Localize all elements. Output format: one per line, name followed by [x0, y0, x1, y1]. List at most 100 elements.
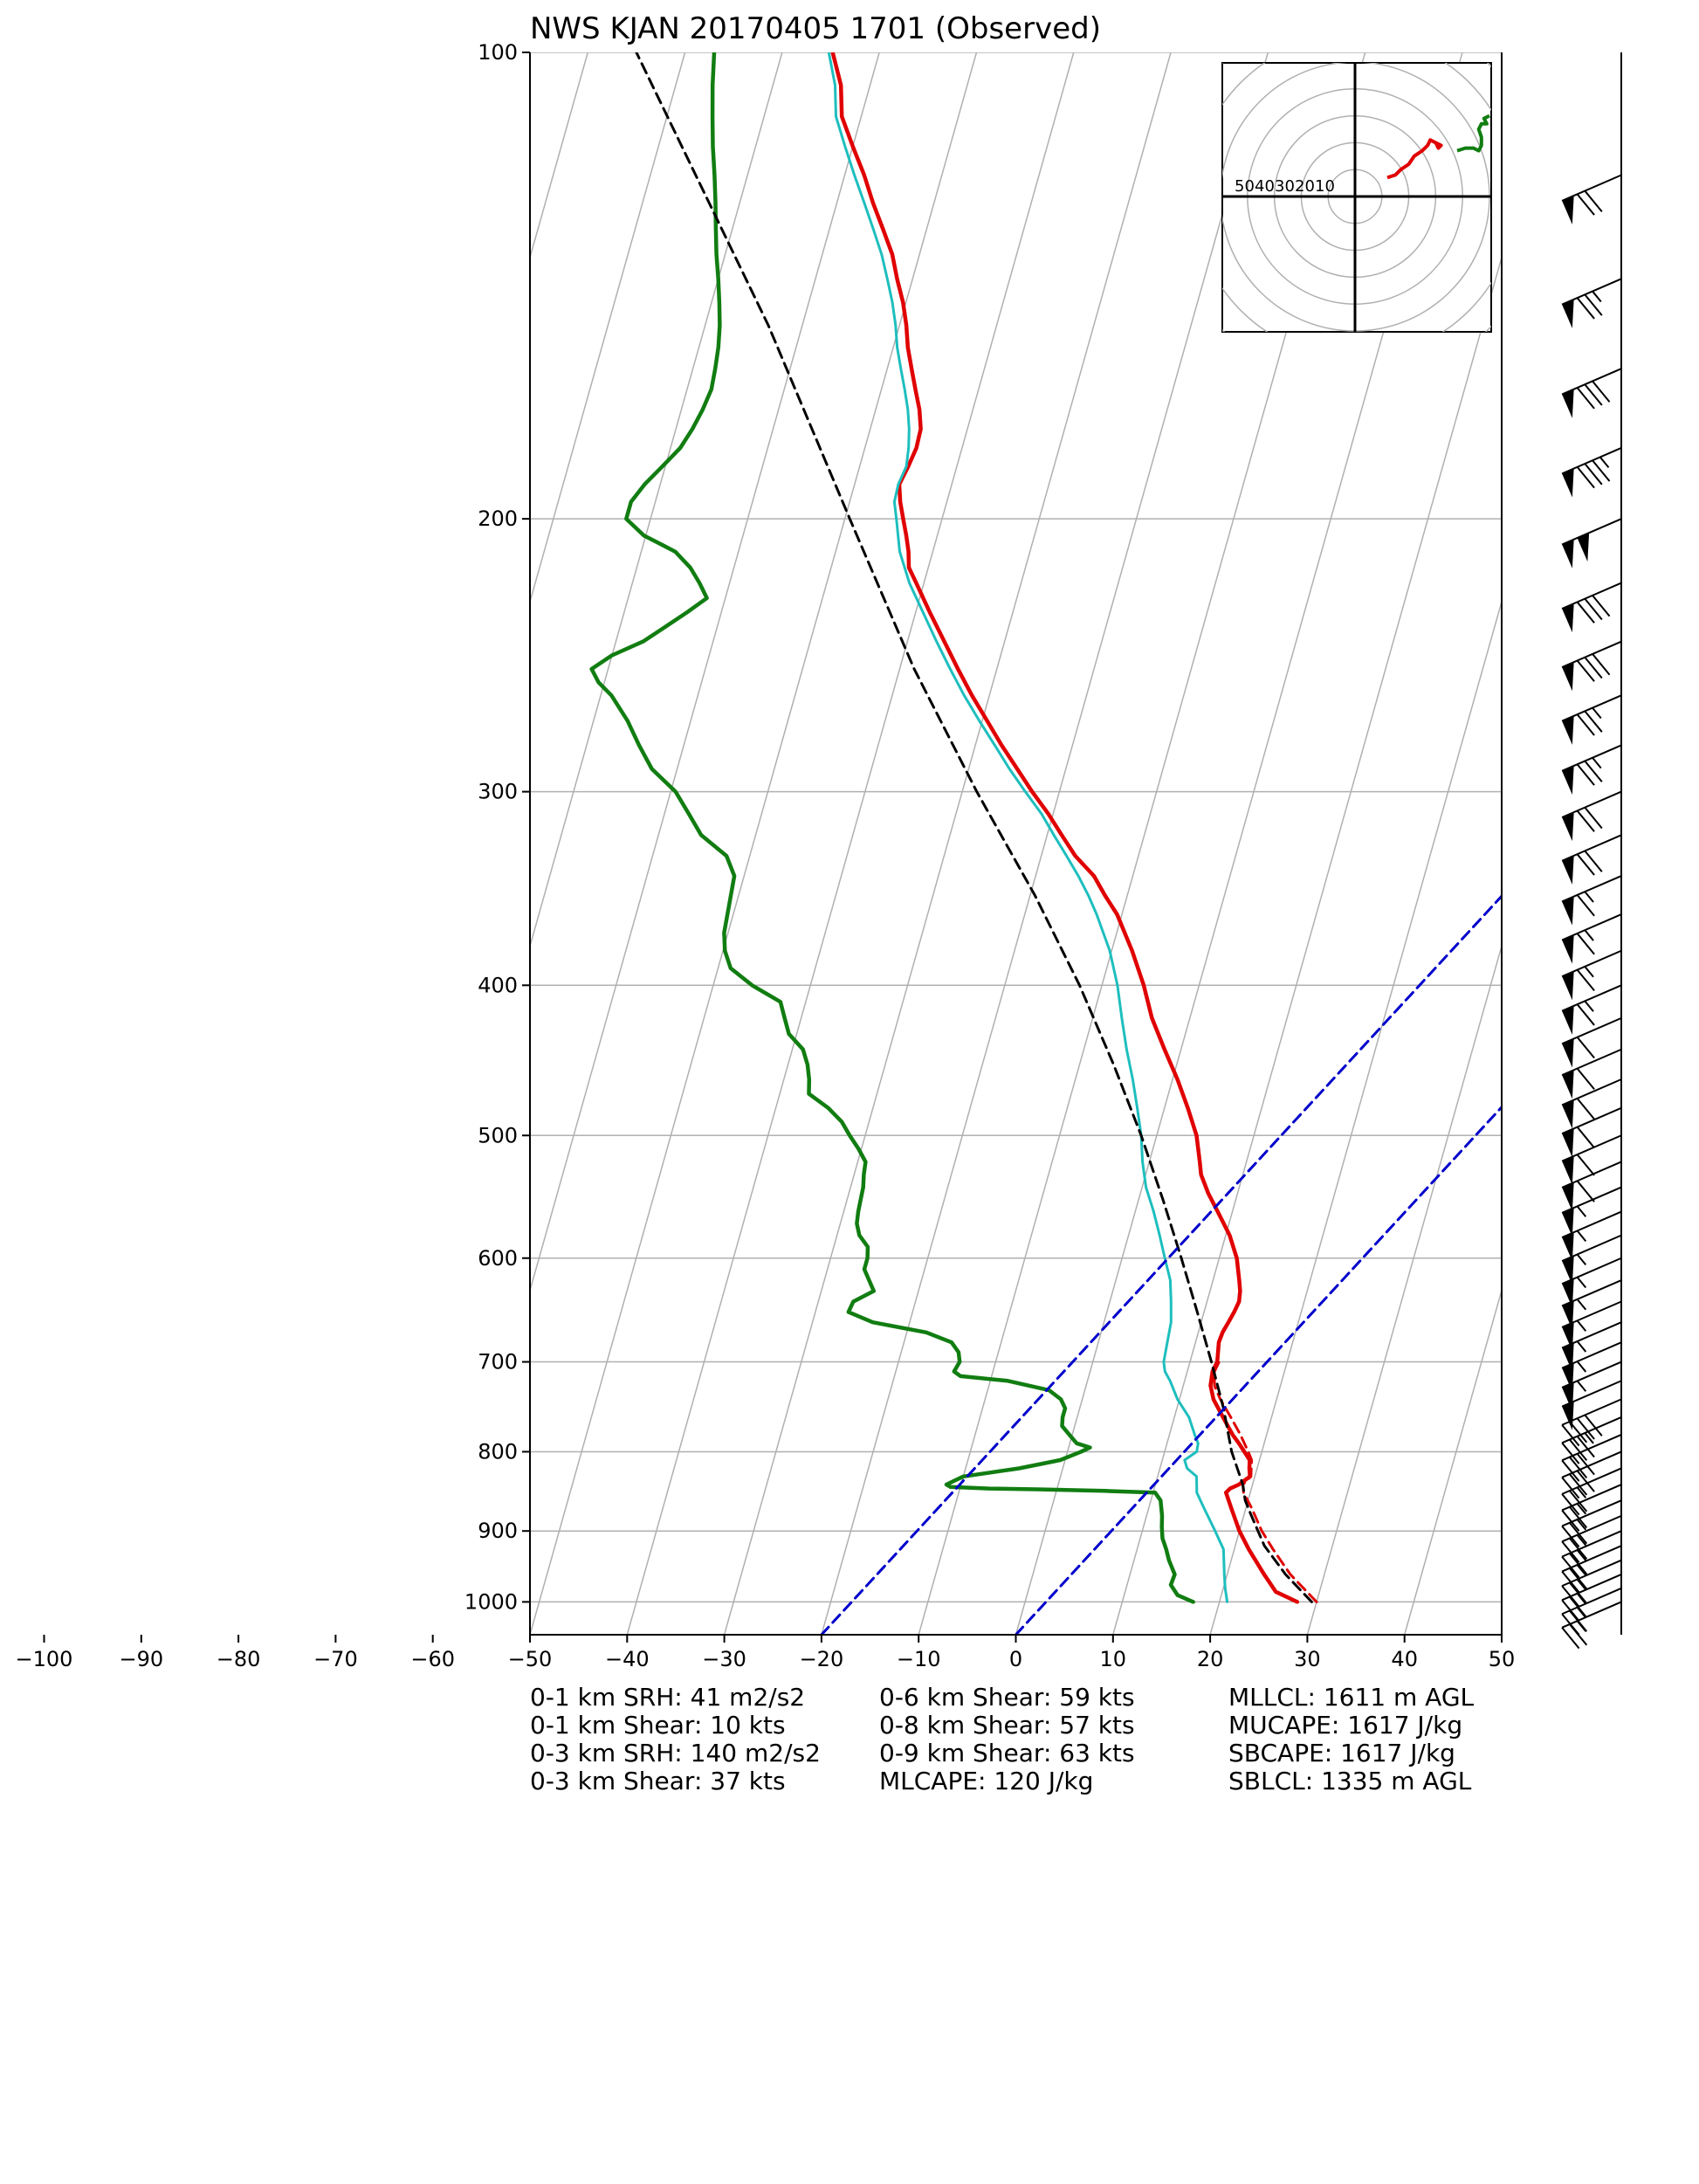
wind-barb-half-feather [1576, 1380, 1587, 1392]
wind-barb-full-feather [1584, 383, 1603, 406]
wind-barb-full-feather [1576, 601, 1595, 624]
isotherm-gridline [530, 52, 978, 1635]
wind-barb-full-feather [1576, 297, 1595, 320]
wind-barb-staff [1561, 1016, 1622, 1045]
temperature-tick-label: 20 [1197, 1647, 1224, 1671]
wind-barb-staff [1561, 278, 1622, 306]
stat-srh-0-1km: 0-1 km SRH: 41 m2/s2 [530, 1683, 806, 1712]
temperature-tick-label: 30 [1294, 1647, 1321, 1671]
virtual_temperature-line [1213, 1361, 1318, 1603]
pressure-tick-label: 100 [478, 40, 518, 65]
stat-shear-0-6km: 0-6 km Shear: 59 kts [879, 1683, 1135, 1712]
pressure-tick-label: 700 [478, 1350, 518, 1374]
wind-barb-pennant [1562, 1362, 1574, 1392]
wind-barb [1561, 1416, 1622, 1464]
wind-barb-full-feather [1576, 1037, 1595, 1059]
wind-barb [1561, 1078, 1622, 1129]
stats-column-1: 0-1 km SRH: 41 m2/s2 0-1 km Shear: 10 kt… [530, 1684, 821, 1795]
wind-barb-staff [1561, 834, 1622, 862]
wind-barb-full-feather [1561, 1540, 1580, 1563]
wind-barb-half-feather [1584, 929, 1594, 941]
isotherm-gridline [0, 52, 4, 1635]
wind-barb-pennant [1562, 1256, 1574, 1285]
wind-barb-full-feather [1576, 933, 1595, 955]
wind-barb-full-feather [1569, 1456, 1588, 1478]
pressure-tick-label: 400 [478, 973, 518, 997]
stat-shear-0-9km: 0-9 km Shear: 63 kts [879, 1739, 1135, 1767]
wind-barb-pennant [1562, 1342, 1574, 1372]
wind-barb-full-feather [1561, 1555, 1580, 1579]
wind-barb-full-feather [1576, 968, 1595, 992]
wind-barb-full-feather [1576, 894, 1595, 917]
wind-barb-staff [1561, 640, 1622, 668]
pressure-tick-label: 200 [478, 506, 518, 531]
wind-barb-full-feather [1576, 1098, 1595, 1120]
wind-barb-pennant [1562, 1182, 1574, 1212]
wind-barb [1561, 744, 1622, 795]
wind-barb-full-feather [1576, 387, 1595, 410]
isotherm-gridline [0, 52, 102, 1635]
wind-barb [1561, 875, 1622, 926]
wind-barb-staff [1561, 1601, 1622, 1629]
wind-barb-pennant [1562, 1300, 1574, 1330]
wind-barb-staff [1561, 447, 1622, 475]
wind-barb-pennant [1562, 765, 1574, 795]
wind-barb-half-feather [1576, 1253, 1587, 1266]
wind-barb-full-feather [1584, 710, 1603, 733]
wind-barb-full-feather [1561, 1585, 1580, 1608]
wind-barb-full-feather [1569, 1581, 1588, 1604]
isotherm-gridline [1209, 599, 1502, 1635]
hodograph-trace [1456, 114, 1490, 153]
temperature-tick-label: 10 [1100, 1647, 1127, 1671]
isotherm-gridline [530, 52, 686, 604]
wind-barb-staff [1561, 1559, 1622, 1588]
stat-srh-0-3km: 0-3 km SRH: 140 m2/s2 [530, 1739, 821, 1767]
stat-shear-0-3km: 0-3 km Shear: 37 kts [530, 1767, 786, 1795]
wind-barb-full-feather [1592, 380, 1611, 403]
wind-barb-full-feather [1561, 1599, 1580, 1622]
wind-barb-full-feather [1561, 1613, 1580, 1636]
isotherm-gridline [530, 52, 783, 949]
wind-barb-pennant [1562, 1401, 1574, 1430]
wind-barb-staff [1561, 368, 1622, 396]
stat-shear-0-8km: 0-8 km Shear: 57 kts [879, 1711, 1135, 1740]
wind-barb-full-feather [1576, 810, 1595, 832]
wind-barb-full-feather [1584, 1414, 1603, 1436]
temperature-tick-label: −90 [119, 1647, 163, 1671]
wind-barb [1561, 694, 1622, 745]
temperature-tick-label: −80 [217, 1647, 261, 1671]
wind-barb-pennant [1562, 662, 1574, 692]
pressure-tick-label: 500 [478, 1123, 518, 1147]
stat-mucape: MUCAPE: 1617 J/kg [1228, 1711, 1463, 1740]
wet_bulb-line [827, 52, 1229, 1603]
wind-barb-staff [1561, 1078, 1622, 1106]
stats-column-3: MLLCL: 1611 m AGL MUCAPE: 1617 J/kg SBCA… [1228, 1684, 1474, 1795]
stat-sblcl: SBLCL: 1335 m AGL [1228, 1767, 1472, 1795]
wind-barb-half-feather [1592, 290, 1602, 303]
isotherm-gridline [45, 52, 491, 1635]
wind-barb-full-feather [1561, 1477, 1580, 1499]
wind-barb-staff [1561, 949, 1622, 978]
wind-barbs [1561, 52, 1622, 1650]
temperature-tick-label: −20 [800, 1647, 844, 1671]
wind-barb [1561, 1016, 1622, 1068]
wind-barb-half-feather [1576, 1593, 1587, 1605]
wind-barb [1561, 278, 1622, 328]
wind-barb-pennant [1562, 603, 1574, 633]
wind-barb-half-feather [1592, 706, 1602, 720]
hodograph-ring-label: 10 [1315, 177, 1335, 196]
wind-barb-full-feather [1561, 1570, 1580, 1593]
wind-barb-full-feather [1584, 657, 1603, 679]
wind-barb [1561, 1106, 1622, 1158]
wind-barb [1561, 582, 1622, 633]
moist_adiabat_ref-line [820, 893, 1502, 1635]
wind-barb-full-feather [1576, 1067, 1595, 1091]
wind-barb-full-feather [1569, 1506, 1588, 1529]
temperature-tick-label: −40 [605, 1647, 650, 1671]
wind-barb-pennant [1562, 896, 1574, 926]
wind-barb-full-feather [1576, 713, 1595, 736]
wind-barb-half-feather [1576, 1534, 1587, 1547]
wind-barb-half-feather [1584, 966, 1594, 978]
wind-barb [1561, 1134, 1622, 1185]
